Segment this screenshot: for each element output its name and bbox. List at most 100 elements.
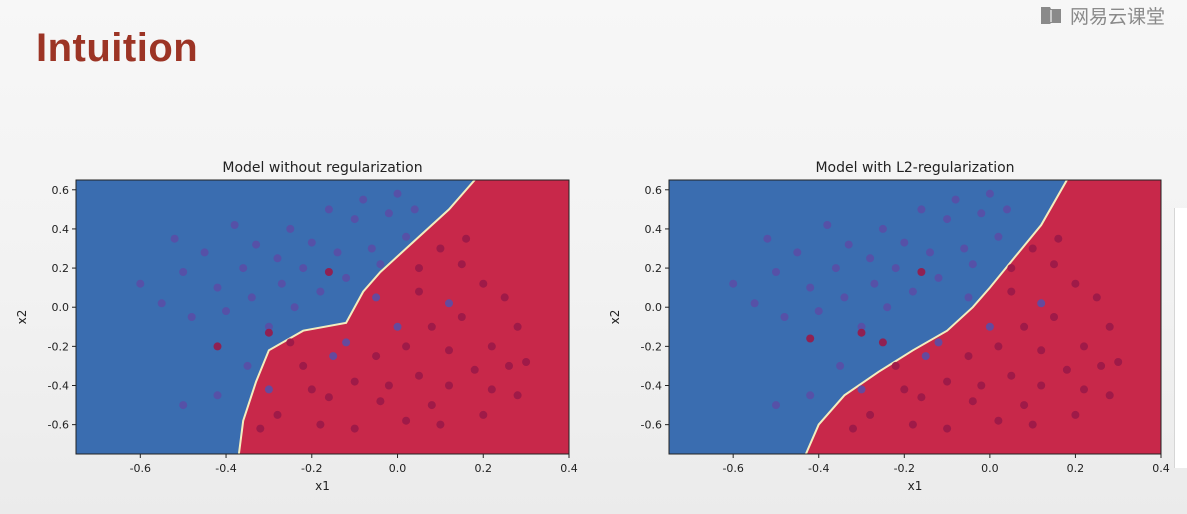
y-tick-label: 0.4 xyxy=(645,223,663,236)
data-point-blue xyxy=(926,248,934,257)
data-point-red xyxy=(299,361,308,370)
data-point-red xyxy=(384,381,393,390)
data-point-blue xyxy=(179,401,188,410)
data-point-blue xyxy=(900,238,909,247)
data-point-blue xyxy=(934,338,943,347)
data-point-red xyxy=(445,346,453,355)
x-axis-label: x1 xyxy=(908,479,923,493)
chart-title: Model without regularization xyxy=(222,160,422,176)
data-point-red xyxy=(964,352,973,361)
data-point-blue xyxy=(157,299,166,308)
data-point-red xyxy=(427,322,436,331)
data-point-red xyxy=(917,393,926,402)
data-point-blue xyxy=(806,391,815,400)
data-point-red xyxy=(462,234,471,243)
data-point-blue xyxy=(814,307,823,316)
data-point-blue xyxy=(823,221,832,229)
data-point-red xyxy=(1062,365,1071,374)
data-point-blue xyxy=(230,221,239,229)
data-point-blue xyxy=(943,215,952,224)
data-point-blue xyxy=(290,303,299,312)
plot-frame xyxy=(75,179,570,455)
x-axis-label: x1 xyxy=(315,479,330,493)
data-point-blue xyxy=(342,338,351,347)
data-point-red xyxy=(1037,346,1046,355)
data-point-blue xyxy=(836,361,845,370)
data-point-red xyxy=(324,268,333,276)
data-point-red xyxy=(213,342,222,351)
x-tick-label: 0.0 xyxy=(389,462,407,475)
data-point-red xyxy=(457,313,466,321)
data-point-red xyxy=(307,385,316,394)
data-point-red xyxy=(968,397,977,406)
data-point-red xyxy=(415,371,423,380)
brand-logo: 网易云课堂 xyxy=(1038,2,1165,28)
x-tick-label: 0.2 xyxy=(475,462,493,475)
data-point-blue xyxy=(964,293,973,302)
data-point-red xyxy=(470,365,479,374)
data-point-blue xyxy=(445,299,453,308)
data-point-blue xyxy=(917,205,926,214)
data-point-blue xyxy=(921,352,930,361)
data-point-blue xyxy=(985,189,994,198)
x-tick-label: 0.0 xyxy=(981,462,999,475)
data-point-red xyxy=(513,322,522,331)
data-point-blue xyxy=(342,273,351,282)
data-point-blue xyxy=(277,279,286,288)
data-point-red xyxy=(908,420,917,429)
slide-title: Intuition xyxy=(36,26,199,70)
data-point-blue xyxy=(393,322,402,331)
data-point-blue xyxy=(222,307,230,316)
data-point-red xyxy=(479,279,488,288)
y-tick-label: 0.6 xyxy=(52,184,70,197)
data-point-blue xyxy=(844,240,853,249)
data-point-red xyxy=(402,342,411,351)
x-tick-label: 0.4 xyxy=(1152,462,1170,475)
data-point-red xyxy=(457,260,466,269)
brand-name: 网易云课堂 xyxy=(1069,5,1165,28)
data-point-red xyxy=(316,420,325,429)
data-point-red xyxy=(1114,358,1123,366)
data-point-blue xyxy=(376,260,385,269)
red-region xyxy=(238,180,569,454)
data-point-red xyxy=(994,416,1003,425)
data-point-blue xyxy=(977,209,986,218)
data-point-red xyxy=(1007,287,1016,296)
x-tick-label: 0.2 xyxy=(1067,462,1085,475)
data-point-red xyxy=(436,244,445,253)
data-point-blue xyxy=(252,240,261,249)
data-point-blue xyxy=(840,293,849,302)
data-point-blue xyxy=(299,264,308,273)
data-point-blue xyxy=(384,209,393,218)
data-point-blue xyxy=(316,287,325,296)
data-point-blue xyxy=(857,322,866,331)
data-point-red xyxy=(1097,361,1106,370)
data-point-blue xyxy=(273,254,282,263)
data-point-blue xyxy=(960,244,969,253)
data-point-blue xyxy=(866,254,875,263)
data-point-blue xyxy=(213,283,222,292)
x-tick-label: -0.2 xyxy=(301,462,322,475)
data-point-red xyxy=(866,410,875,419)
data-point-red xyxy=(1071,410,1080,419)
y-tick-label: 0.0 xyxy=(52,301,70,314)
data-point-blue xyxy=(908,287,917,296)
data-point-red xyxy=(487,385,496,394)
data-point-red xyxy=(1020,401,1029,410)
data-point-red xyxy=(500,293,509,302)
y-tick-label: 0.6 xyxy=(645,184,663,197)
data-point-blue xyxy=(243,361,252,370)
data-point-blue xyxy=(402,232,411,241)
data-point-red xyxy=(977,381,986,390)
data-point-blue xyxy=(264,322,273,331)
data-point-blue xyxy=(772,268,780,276)
data-point-red xyxy=(1007,371,1016,380)
y-tick-label: -0.2 xyxy=(641,340,662,353)
data-point-red xyxy=(513,391,522,400)
data-point-red xyxy=(1028,420,1037,429)
data-point-red xyxy=(487,342,496,351)
y-axis-label: x2 xyxy=(15,310,29,325)
data-point-red xyxy=(857,328,866,337)
data-point-blue xyxy=(367,244,376,253)
data-point-blue xyxy=(934,273,943,282)
